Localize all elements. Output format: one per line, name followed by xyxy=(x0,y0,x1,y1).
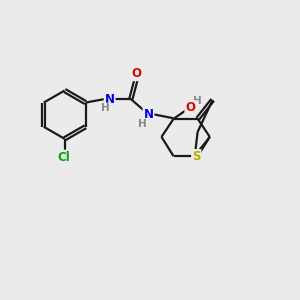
Text: H: H xyxy=(193,96,202,106)
Text: N: N xyxy=(105,93,115,106)
Text: H: H xyxy=(101,103,110,113)
Text: H: H xyxy=(138,119,146,129)
Text: O: O xyxy=(132,67,142,80)
Text: N: N xyxy=(143,108,154,121)
Text: S: S xyxy=(192,150,200,163)
Text: Cl: Cl xyxy=(58,151,70,164)
Text: O: O xyxy=(185,101,195,114)
